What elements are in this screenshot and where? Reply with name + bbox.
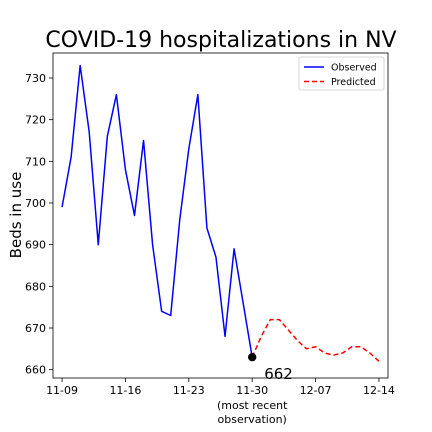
y-tick-label: 690 [25,239,46,252]
last-observation-point [247,352,257,362]
axes: 660 670 680 690 700 710 720 730 11-09 11-16 11-23 1… [25,52,395,426]
x-tick-sublabel: observation) [218,413,287,426]
series-line-predicted [251,318,380,362]
plot-frame [52,52,389,379]
x-tick-label: 12-14 [363,384,395,397]
y-tick-label: 720 [25,114,46,127]
legend-label-predicted: Predicted [331,77,376,88]
y-tick-label: 730 [25,72,46,85]
x-tick-label: 11-16 [109,384,141,397]
x-tick-label: 11-09 [46,384,78,397]
y-tick-label: 700 [25,197,46,210]
x-tick-sublabel: (most recent [217,399,288,412]
legend: Observed Predicted [298,56,385,91]
y-axis-label: Beds in use [7,172,25,259]
legend-label-observed: Observed [331,63,377,74]
y-tick-label: 670 [25,322,46,335]
series-line-observed [61,64,253,358]
y-tick-label: 710 [25,155,46,168]
y-tick-label: 660 [25,364,46,377]
chart-title: COVID-19 hospitalizations in NV [45,28,396,53]
y-tick-label: 680 [25,280,46,293]
plot-area: 662 [61,64,380,383]
x-tick-label: 12-07 [300,384,332,397]
x-tick-label: 11-23 [173,384,205,397]
x-tick-label: 11-30 [236,384,268,397]
last-observation-label: 662 [264,365,293,383]
